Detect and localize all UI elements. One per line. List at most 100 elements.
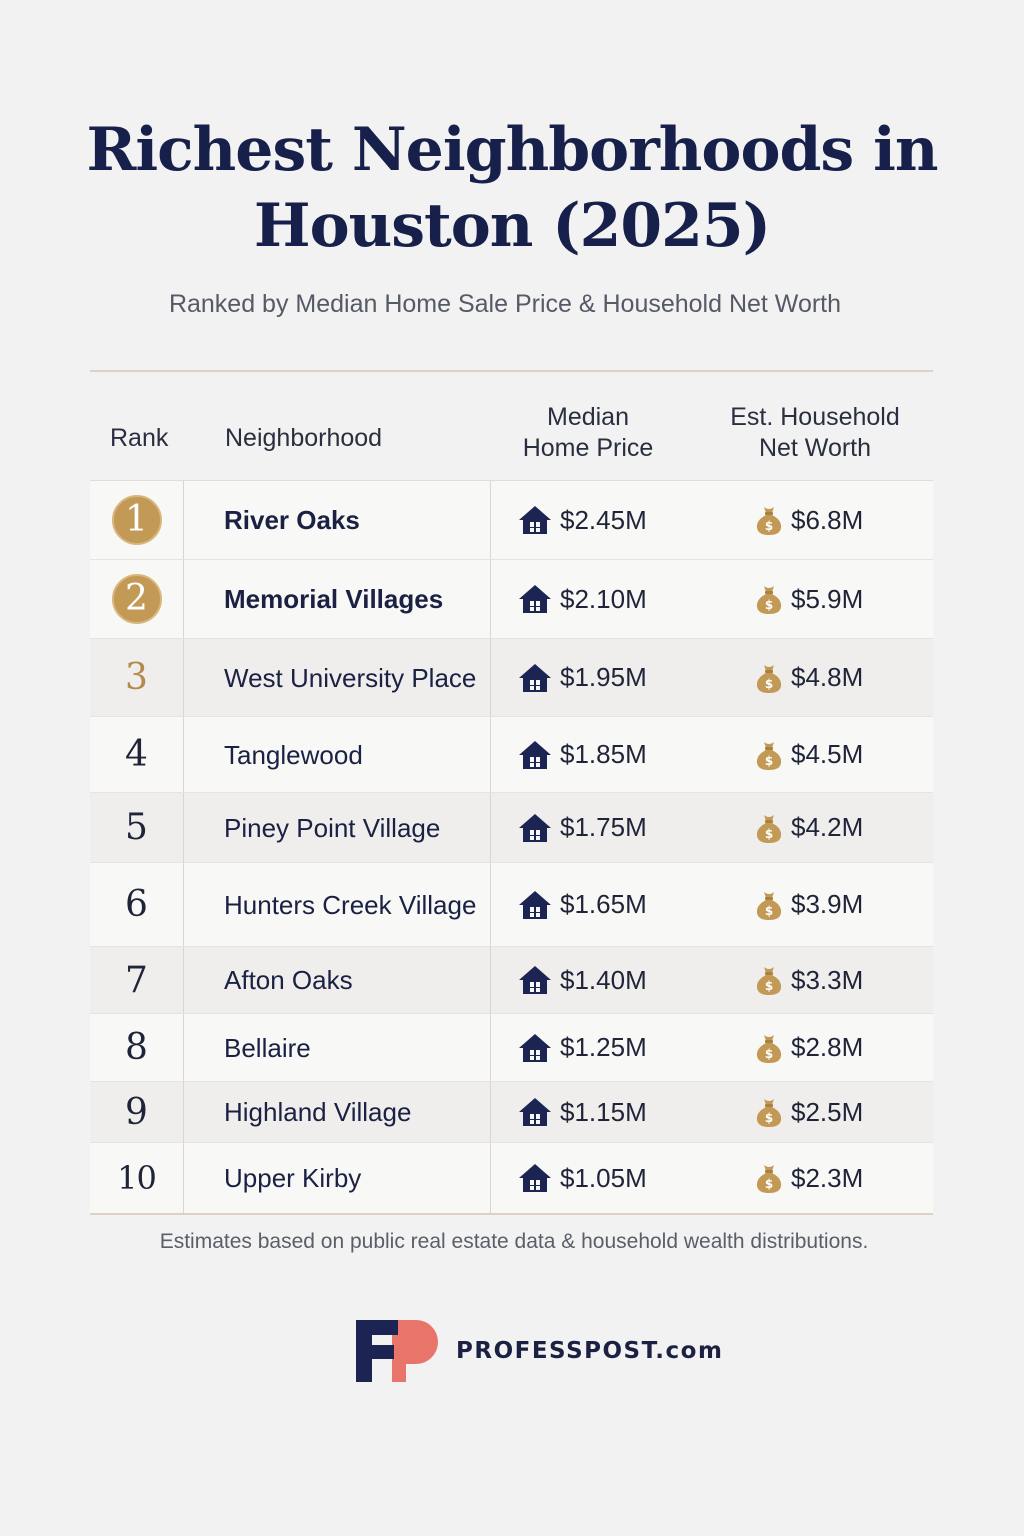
column-divider — [183, 717, 184, 792]
table-row: 2 Memorial Villages $2.10M $ $5.9M — [90, 560, 933, 639]
rank-cell: 4 — [90, 717, 183, 792]
svg-text:$: $ — [765, 754, 773, 768]
net-worth-value: $6.8M — [791, 504, 864, 535]
column-divider — [183, 1082, 184, 1142]
net-worth-value: $3.3M — [791, 964, 864, 995]
house-icon — [519, 1164, 551, 1192]
rank-number: 3 — [125, 657, 148, 698]
table-row: 7 Afton Oaks $1.40M $ $3.3M — [90, 947, 933, 1014]
svg-text:$: $ — [765, 827, 773, 841]
table-row: 6 Hunters Creek Village $1.65M $ $3.9M — [90, 863, 933, 947]
neighborhood-name: Tanglewood — [224, 739, 363, 770]
column-header-price-line-1: Median — [547, 403, 629, 431]
column-divider — [490, 481, 491, 559]
column-divider — [490, 717, 491, 792]
net-worth-cell: $ $2.8M — [754, 1014, 863, 1081]
page-title: Richest Neighborhoods in Houston (2025) — [0, 112, 1024, 264]
column-divider — [183, 1143, 184, 1213]
table-row: 10 Upper Kirby $1.05M $ $2.3M — [90, 1143, 933, 1213]
median-price-value: $1.25M — [560, 1032, 647, 1062]
median-price-cell: $2.45M — [518, 481, 647, 559]
money-bag-icon: $ — [756, 507, 782, 535]
column-divider — [490, 1014, 491, 1081]
net-worth-cell: $ $6.8M — [754, 481, 863, 559]
house-icon — [519, 506, 551, 534]
median-price-value: $2.10M — [560, 583, 647, 614]
house-icon — [519, 890, 551, 919]
net-worth-cell: $ $4.2M — [754, 793, 863, 862]
table-header: Rank Neighborhood Median Home Price Est.… — [90, 380, 933, 480]
column-divider — [490, 1082, 491, 1142]
column-divider — [183, 639, 184, 716]
median-price-cell: $1.15M — [518, 1082, 647, 1142]
net-worth-value: $4.8M — [791, 662, 864, 692]
column-divider — [490, 639, 491, 716]
column-header-net-worth: Est. Household Net Worth — [710, 402, 920, 464]
median-price-value: $1.75M — [560, 812, 647, 842]
column-divider — [183, 560, 184, 638]
median-price-value: $1.40M — [560, 964, 647, 995]
column-header-worth-line-2: Net Worth — [758, 434, 872, 462]
net-worth-cell: $ $5.9M — [754, 560, 863, 638]
net-worth-cell: $ $3.3M — [754, 947, 863, 1013]
rank-number: 4 — [125, 734, 148, 775]
table-row: 3 West University Place $1.95M $ $4.8M — [90, 639, 933, 717]
table-row: 5 Piney Point Village $1.75M $ $4.2M — [90, 793, 933, 863]
net-worth-cell: $ $2.5M — [754, 1082, 863, 1142]
neighborhood-name: Bellaire — [224, 1032, 311, 1063]
footnote: Estimates based on public real estate da… — [159, 1230, 869, 1253]
neighborhood-name: West University Place — [224, 662, 477, 693]
rank-number: 10 — [117, 1159, 157, 1197]
fp-logo-icon — [356, 1320, 438, 1382]
median-price-cell: $1.25M — [518, 1014, 647, 1081]
median-price-cell: $2.10M — [518, 560, 647, 638]
rank-cell: 7 — [90, 947, 183, 1013]
svg-text:$: $ — [765, 1177, 773, 1191]
net-worth-value: $5.9M — [791, 583, 864, 614]
table-row: 9 Highland Village $1.15M $ $2.5M — [90, 1082, 933, 1143]
ranking-table: 1 River Oaks $2.45M $ $6.8M 2 Memorial Village… — [90, 480, 933, 1215]
house-icon — [519, 740, 551, 769]
net-worth-value: $2.8M — [791, 1032, 864, 1062]
subtitle: Ranked by Median Home Sale Price & House… — [168, 290, 842, 318]
column-divider — [490, 793, 491, 862]
title-line-1: Richest Neighborhoods in — [86, 115, 938, 185]
rank-cell: 5 — [90, 793, 183, 862]
table-row: 8 Bellaire $1.25M $ $2.8M — [90, 1014, 933, 1082]
median-price-cell: $1.65M — [518, 863, 647, 946]
money-bag-icon: $ — [756, 664, 782, 693]
rank-number: 6 — [125, 884, 148, 925]
house-icon — [519, 585, 551, 613]
brand-logo: PROFESSPOST.com — [354, 1318, 723, 1384]
money-bag-icon: $ — [756, 741, 782, 770]
column-divider — [183, 793, 184, 862]
svg-text:$: $ — [765, 598, 773, 612]
svg-text:$: $ — [765, 979, 773, 993]
neighborhood-name: River Oaks — [224, 505, 360, 535]
rank-cell: 2 — [90, 560, 183, 638]
net-worth-value: $3.9M — [791, 889, 864, 919]
net-worth-cell: $ $3.9M — [754, 863, 863, 946]
house-icon — [519, 966, 551, 994]
neighborhood-name: Memorial Villages — [224, 584, 444, 614]
neighborhood-name: Highland Village — [224, 1097, 412, 1127]
rank-cell: 6 — [90, 863, 183, 946]
rank-number: 5 — [125, 807, 148, 848]
house-icon — [519, 1033, 551, 1062]
column-divider — [490, 1143, 491, 1213]
money-bag-icon: $ — [756, 891, 782, 920]
neighborhood-name: Afton Oaks — [224, 965, 353, 995]
column-divider — [183, 481, 184, 559]
top-divider — [90, 370, 933, 372]
money-bag-icon: $ — [756, 586, 782, 614]
net-worth-value: $4.5M — [791, 739, 864, 769]
column-divider — [183, 947, 184, 1013]
rank-number: 7 — [125, 959, 148, 1001]
net-worth-value: $4.2M — [791, 812, 864, 842]
rank-cell: 8 — [90, 1014, 183, 1081]
money-bag-icon: $ — [756, 967, 782, 995]
net-worth-cell: $ $2.3M — [754, 1143, 863, 1213]
rank-cell: 10 — [90, 1143, 183, 1213]
neighborhood-name: Upper Kirby — [224, 1163, 362, 1193]
svg-text:$: $ — [765, 519, 773, 533]
